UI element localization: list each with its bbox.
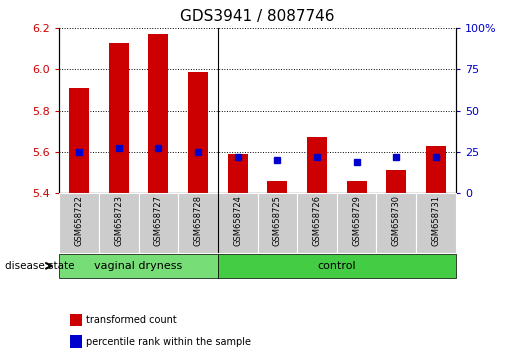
Text: GSM658728: GSM658728 xyxy=(194,195,202,246)
Bar xyxy=(109,43,129,193)
Text: disease state: disease state xyxy=(5,261,75,271)
Bar xyxy=(139,193,178,253)
Text: transformed count: transformed count xyxy=(86,315,177,325)
Bar xyxy=(386,170,406,193)
Text: GSM658726: GSM658726 xyxy=(313,195,321,246)
Bar xyxy=(347,181,367,193)
Bar xyxy=(337,193,376,253)
Bar xyxy=(297,193,337,253)
Text: GSM658722: GSM658722 xyxy=(75,195,83,246)
Bar xyxy=(59,254,218,278)
Bar xyxy=(426,145,446,193)
Text: GSM658730: GSM658730 xyxy=(392,195,401,246)
Bar xyxy=(267,181,287,193)
Text: GSM658725: GSM658725 xyxy=(273,195,282,246)
Text: control: control xyxy=(317,261,356,271)
Text: percentile rank within the sample: percentile rank within the sample xyxy=(86,337,251,347)
Bar xyxy=(69,88,89,193)
Text: vaginal dryness: vaginal dryness xyxy=(94,261,183,271)
Text: GSM658724: GSM658724 xyxy=(233,195,242,246)
Bar xyxy=(258,193,297,253)
Text: GSM658727: GSM658727 xyxy=(154,195,163,246)
Bar xyxy=(188,72,208,193)
Bar xyxy=(376,193,416,253)
Bar xyxy=(218,254,456,278)
Bar xyxy=(99,193,139,253)
Bar xyxy=(416,193,456,253)
Bar xyxy=(218,193,258,253)
Bar xyxy=(307,137,327,193)
Bar xyxy=(59,193,99,253)
Text: GSM658723: GSM658723 xyxy=(114,195,123,246)
Text: GDS3941 / 8087746: GDS3941 / 8087746 xyxy=(180,9,335,24)
Bar xyxy=(148,34,168,193)
Bar xyxy=(228,154,248,193)
Bar xyxy=(178,193,218,253)
Text: GSM658731: GSM658731 xyxy=(432,195,440,246)
Text: GSM658729: GSM658729 xyxy=(352,195,361,246)
